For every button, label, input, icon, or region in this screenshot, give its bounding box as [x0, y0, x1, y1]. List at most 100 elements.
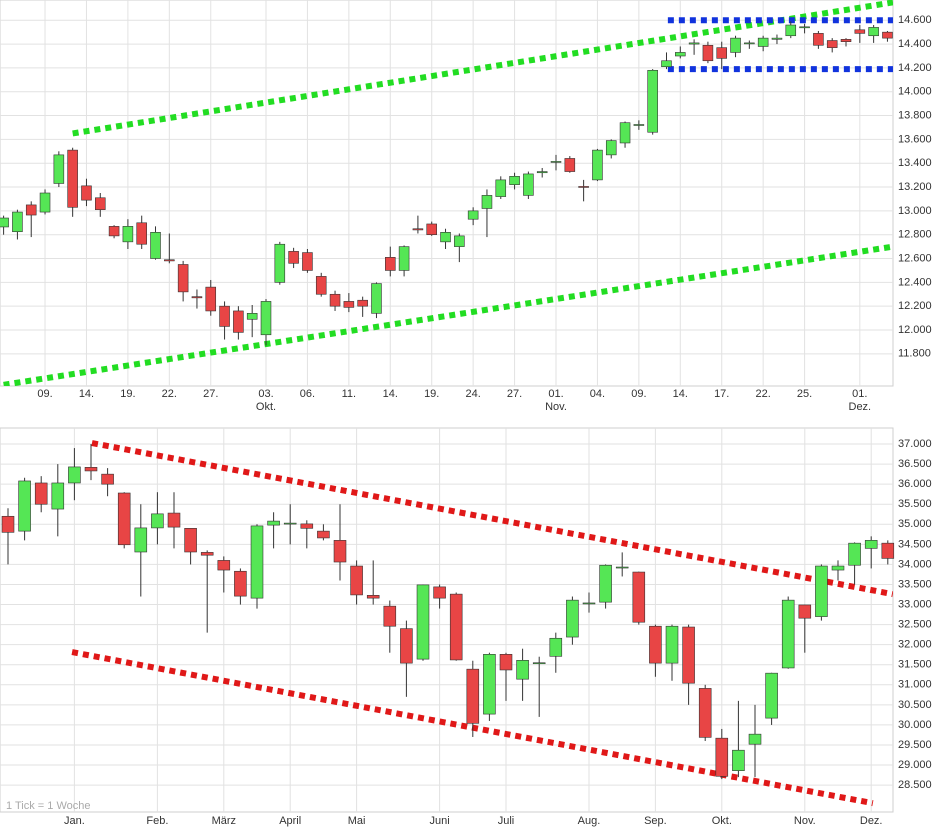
candle-body: [564, 158, 576, 172]
x-tick-label: März: [212, 815, 236, 827]
candle-body: [68, 466, 81, 484]
candle-body: [122, 226, 134, 243]
candle-body: [53, 154, 65, 184]
candle-body: [831, 565, 845, 571]
candle-body: [599, 564, 612, 603]
candle-body: [234, 570, 247, 597]
candle-body: [34, 482, 48, 505]
candle-body: [661, 60, 672, 68]
candle-body: [12, 211, 23, 233]
candle-body: [633, 124, 645, 126]
candle-body: [605, 140, 617, 156]
y-tick-label: 30.000: [898, 719, 932, 731]
candle-body: [732, 749, 745, 771]
candle-body: [84, 467, 98, 472]
candle-body: [757, 37, 769, 47]
candle-body: [715, 737, 729, 777]
candle-body: [67, 149, 78, 208]
x-tick-label: Nov.: [794, 815, 816, 827]
candle-body: [217, 560, 231, 571]
candle-body: [274, 243, 286, 283]
candle-body: [350, 565, 363, 596]
candle-body: [426, 223, 437, 235]
candle-body: [826, 40, 838, 48]
x-tick-label: 19.: [424, 388, 439, 400]
candle-body: [302, 252, 313, 271]
x-tick-label: Aug.: [578, 815, 601, 827]
candle-body: [25, 204, 37, 216]
candle-body: [647, 69, 658, 133]
candle-body: [840, 39, 852, 42]
candle-body: [815, 565, 828, 617]
candle-body: [101, 473, 114, 485]
candle-body: [864, 540, 878, 549]
x-tick-label: 04.: [590, 388, 605, 400]
trendline: [3, 243, 893, 386]
candle-body: [205, 286, 217, 312]
candle-body: [582, 602, 596, 605]
candle-body: [357, 299, 368, 307]
y-tick-label: 13.400: [898, 157, 932, 169]
y-tick-label: 36.000: [898, 478, 932, 490]
x-tick-label: Okt.: [712, 815, 732, 827]
candle-body: [385, 257, 396, 271]
candle-body: [81, 185, 92, 201]
y-tick-label: 35.000: [898, 518, 932, 530]
candle-body: [549, 637, 563, 657]
candle-body: [675, 52, 686, 57]
candle-body: [283, 522, 297, 525]
candle-body: [495, 179, 507, 197]
y-tick-label: 35.500: [898, 498, 932, 510]
candle-body: [191, 296, 203, 299]
x-month-label: Okt.: [256, 401, 276, 413]
y-tick-label: 28.500: [898, 779, 932, 791]
candle-body: [632, 571, 646, 623]
x-tick-label: 19.: [120, 388, 135, 400]
candle-body: [550, 161, 562, 163]
candle-body: [164, 259, 175, 262]
x-tick-label: 06.: [300, 388, 315, 400]
candle-body: [516, 660, 529, 680]
y-tick-label: 13.600: [898, 133, 932, 145]
x-tick-label: Mai: [348, 815, 366, 827]
candle-body: [781, 599, 795, 669]
x-tick-label: 14.: [673, 388, 688, 400]
candle-body: [592, 149, 603, 181]
candle-body: [449, 593, 463, 661]
y-tick-label: 12.200: [898, 300, 932, 312]
x-tick-label: 09.: [631, 388, 646, 400]
candle-body: [578, 186, 589, 188]
candle-body: [150, 232, 161, 259]
candle-body: [771, 37, 783, 40]
candle-body: [371, 283, 382, 314]
x-tick-label: Jan.: [64, 815, 85, 827]
y-tick-label: 14.000: [898, 86, 932, 98]
x-tick-label: 27.: [203, 388, 218, 400]
x-tick-label: 01.: [548, 388, 563, 400]
trendlines: [3, 0, 893, 386]
candle-body: [167, 512, 181, 528]
candle-body: [523, 173, 534, 196]
candle-body: [466, 668, 480, 724]
x-tick-label: Dez.: [860, 815, 883, 827]
candle-body: [398, 246, 410, 271]
candle-body: [315, 276, 327, 295]
trendline: [91, 440, 893, 598]
candle-body: [682, 626, 695, 684]
y-tick-label: 14.200: [898, 62, 932, 74]
candle-body: [412, 228, 424, 231]
candle-body: [481, 195, 493, 209]
candle-body: [329, 293, 341, 307]
y-tick-label: 36.500: [898, 458, 932, 470]
candle-body: [383, 605, 397, 627]
y-tick-label: 29.500: [898, 739, 932, 751]
candle-body: [881, 542, 895, 559]
candle-body: [51, 482, 65, 510]
candle-body: [848, 542, 861, 566]
candle-body: [566, 599, 579, 638]
y-tick-label: 12.800: [898, 229, 932, 241]
candle-body: [536, 171, 548, 174]
candle-body: [18, 480, 31, 532]
y-tick-label: 32.000: [898, 639, 932, 651]
